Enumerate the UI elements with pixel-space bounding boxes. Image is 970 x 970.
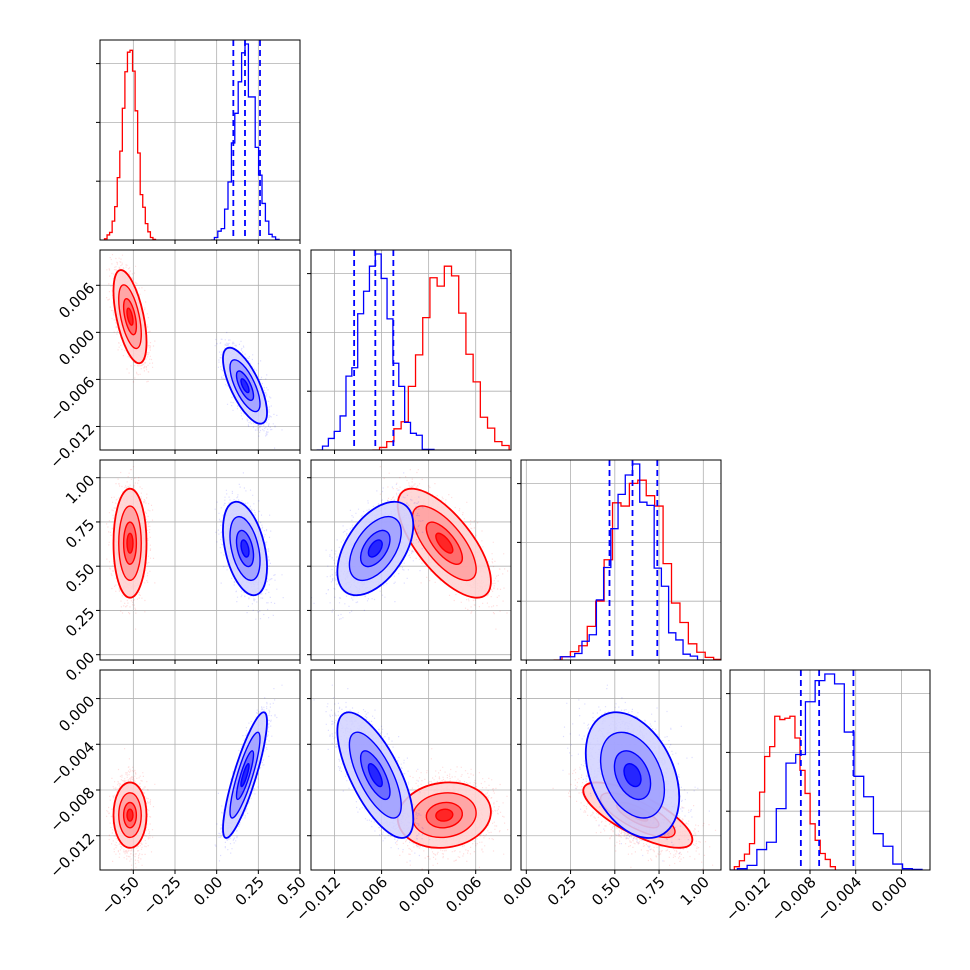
x-tick-label: 0.000 — [868, 873, 911, 916]
panel-3-1: −0.012−0.006 0.000 0.006 — [292, 669, 512, 925]
panel-frame — [310, 669, 512, 871]
x-tick-label: −0.006 — [339, 873, 391, 925]
panel-frame — [99, 669, 301, 871]
panel-3-3: −0.012−0.008−0.004 0.000 — [722, 669, 931, 925]
x-tick-label: 0.006 — [442, 873, 485, 916]
contour-series-1 — [240, 378, 250, 394]
panel-frame — [729, 669, 931, 871]
y-tick-label: −0.012 — [46, 829, 98, 881]
panel-content — [730, 670, 930, 870]
x-tick-label: 0.50 — [588, 873, 624, 909]
y-tick-label: −0.004 — [46, 738, 98, 790]
y-tick-label: 0.25 — [62, 604, 98, 640]
panel-frame — [99, 249, 301, 451]
y-tick-label: 0.000 — [55, 326, 98, 369]
panel-background — [521, 460, 721, 660]
histogram-series-1 — [730, 673, 923, 870]
panel-2-0: 0.00 0.25 0.50 0.75 1.00 — [62, 459, 301, 685]
panel-frame — [520, 669, 722, 871]
contour-series-0 — [126, 307, 134, 326]
panel-content — [100, 460, 300, 660]
x-tick-label: −0.008 — [768, 873, 820, 925]
x-tick-label: −0.004 — [813, 873, 865, 925]
y-tick-label: 0.00 — [62, 648, 98, 684]
histogram-series-1 — [559, 463, 705, 660]
x-tick-label: 0.75 — [632, 873, 668, 909]
contour-series-0 — [435, 808, 454, 822]
panel-frame — [99, 459, 301, 661]
panel-frame — [520, 459, 722, 661]
contour-series-1 — [240, 763, 250, 788]
x-tick-label: −0.012 — [722, 873, 774, 925]
panel-content — [521, 670, 721, 870]
panel-content — [311, 670, 511, 870]
x-tick-label: −0.50 — [98, 873, 143, 918]
panel-content — [100, 40, 300, 240]
panel-2-2 — [517, 459, 722, 664]
panel-background — [730, 670, 930, 870]
panel-frame — [99, 39, 301, 241]
y-tick-label: 1.00 — [62, 471, 98, 507]
histogram-series-1 — [211, 43, 280, 240]
panel-content — [311, 250, 511, 450]
panel-content — [521, 460, 721, 660]
x-tick-label: −0.25 — [139, 873, 184, 918]
panel-frame — [310, 249, 512, 451]
panel-0-0 — [96, 39, 301, 244]
contour-series-1 — [367, 763, 383, 788]
histogram-series-0 — [733, 715, 837, 870]
panel-content — [311, 460, 511, 660]
panel-1-1 — [307, 249, 512, 454]
contour-series-1 — [240, 539, 250, 558]
histogram-series-0 — [553, 479, 721, 660]
contour-series-1 — [623, 763, 642, 788]
histogram-series-0 — [372, 265, 511, 450]
y-tick-label: −0.008 — [46, 784, 98, 836]
y-tick-label: −0.006 — [46, 373, 98, 425]
x-tick-label: 0.000 — [395, 873, 438, 916]
x-tick-label: 0.00 — [500, 873, 536, 909]
y-tick-label: 0.000 — [55, 692, 98, 735]
panel-content — [100, 250, 300, 450]
panel-background — [100, 40, 300, 240]
x-tick-label: 0.00 — [190, 873, 226, 909]
x-tick-label: 0.25 — [544, 873, 580, 909]
y-tick-label: 0.50 — [62, 560, 98, 596]
y-tick-label: 0.006 — [55, 279, 98, 322]
panel-2-1 — [307, 459, 512, 664]
panel-frame — [310, 459, 512, 661]
panel-background — [311, 250, 511, 450]
contour-series-0 — [126, 532, 134, 554]
y-tick-label: 0.75 — [62, 516, 98, 552]
contour-series-0 — [435, 532, 454, 554]
panel-content — [100, 670, 300, 870]
x-tick-label: 1.00 — [677, 873, 713, 909]
panel-3-2: 0.00 0.25 0.50 0.75 1.00 — [500, 669, 722, 909]
y-tick-label: −0.012 — [46, 420, 98, 472]
contour-series-0 — [126, 808, 134, 822]
contour-series-1 — [367, 539, 383, 558]
histogram-series-0 — [103, 49, 157, 240]
x-tick-label: 0.25 — [232, 873, 268, 909]
